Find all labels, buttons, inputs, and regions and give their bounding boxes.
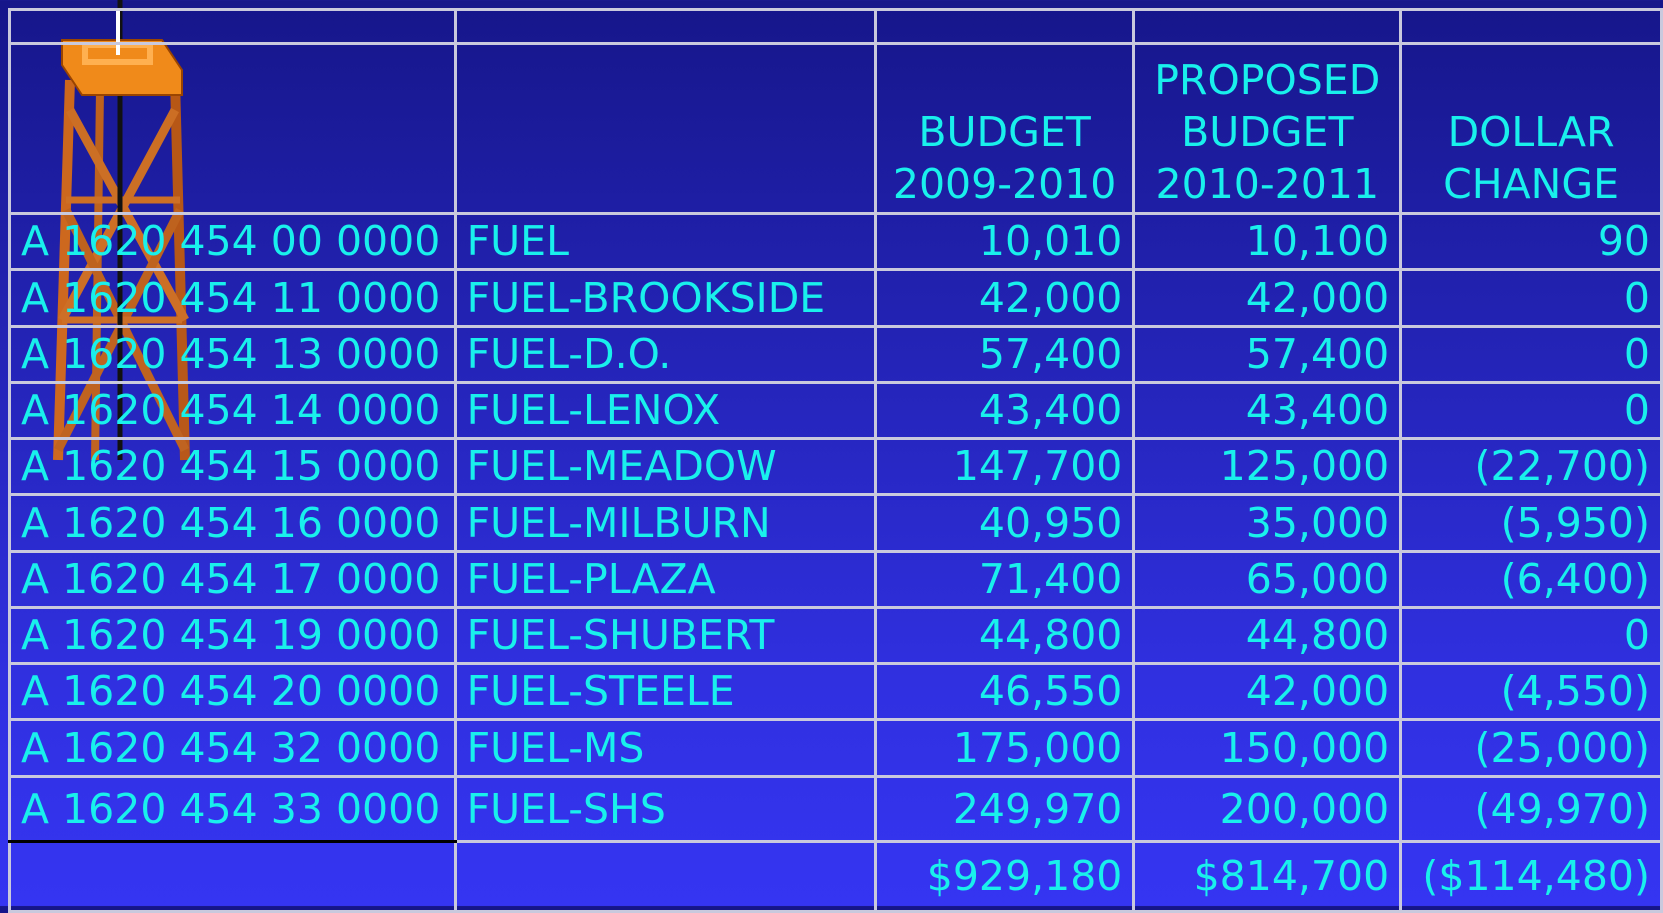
amount: (5,950) [1401, 495, 1662, 552]
amount: 125,000 [1134, 439, 1401, 495]
total-amount: $814,700 [1134, 842, 1401, 912]
amount: 10,100 [1134, 214, 1401, 270]
empty-cell [1401, 10, 1662, 44]
line-item: FUEL-BROOKSIDE [455, 270, 875, 327]
line-item: FUEL-SHS [455, 777, 875, 842]
empty-cell [10, 10, 456, 44]
empty-cell [875, 10, 1134, 44]
account-code: A 1620 454 00 0000 [10, 214, 456, 270]
amount: 0 [1401, 270, 1662, 327]
slide: {"table": { "header": [ {"lines": ["BUDG… [0, 0, 1663, 906]
amount: (22,700) [1401, 439, 1662, 495]
amount: 65,000 [1134, 552, 1401, 608]
account-code: A 1620 454 32 0000 [10, 720, 456, 777]
line-item: FUEL-STEELE [455, 664, 875, 720]
amount: 44,800 [1134, 608, 1401, 664]
account-code: A 1620 454 14 0000 [10, 383, 456, 439]
amount: 200,000 [1134, 777, 1401, 842]
amount: 175,000 [875, 720, 1134, 777]
header-line: 2010-2011 [1145, 158, 1389, 210]
amount: 35,000 [1134, 495, 1401, 552]
amount: (4,550) [1401, 664, 1662, 720]
amount: (6,400) [1401, 552, 1662, 608]
total-amount: $929,180 [875, 842, 1134, 912]
line-item: FUEL-MEADOW [455, 439, 875, 495]
header-line: 2009-2010 [887, 158, 1123, 210]
amount: 0 [1401, 608, 1662, 664]
amount: 42,000 [1134, 664, 1401, 720]
empty-cell [455, 10, 875, 44]
amount: 0 [1401, 327, 1662, 383]
header-line: DOLLAR [1412, 106, 1650, 158]
empty-cell [455, 842, 875, 912]
header-line: CHANGE [1412, 158, 1650, 210]
account-code: A 1620 454 20 0000 [10, 664, 456, 720]
account-code: A 1620 454 15 0000 [10, 439, 456, 495]
line-item: FUEL-PLAZA [455, 552, 875, 608]
amount: 147,700 [875, 439, 1134, 495]
empty-cell [1134, 10, 1401, 44]
totals-row: $929,180$814,700($114,480) [10, 842, 1662, 912]
header-line: PROPOSED [1145, 54, 1389, 106]
account-code: A 1620 454 17 0000 [10, 552, 456, 608]
amount: 42,000 [1134, 270, 1401, 327]
account-code: A 1620 454 13 0000 [10, 327, 456, 383]
spacer-row [10, 10, 1662, 44]
amount: 57,400 [1134, 327, 1401, 383]
amount: 10,010 [875, 214, 1134, 270]
amount: 46,550 [875, 664, 1134, 720]
line-item: FUEL [455, 214, 875, 270]
header-line: BUDGET [887, 106, 1123, 158]
amount: 71,400 [875, 552, 1134, 608]
line-item: FUEL-LENOX [455, 383, 875, 439]
amount: 57,400 [875, 327, 1134, 383]
line-item: FUEL-MILBURN [455, 495, 875, 552]
amount: 90 [1401, 214, 1662, 270]
amount: 44,800 [875, 608, 1134, 664]
amount: 43,400 [875, 383, 1134, 439]
amount: (49,970) [1401, 777, 1662, 842]
line-item: FUEL-D.O. [455, 327, 875, 383]
amount: (25,000) [1401, 720, 1662, 777]
empty-cell [455, 44, 875, 214]
empty-cell [10, 44, 456, 214]
amount: 42,000 [875, 270, 1134, 327]
header-line: BUDGET [1145, 106, 1389, 158]
account-code: A 1620 454 33 0000 [10, 777, 456, 842]
amount: 0 [1401, 383, 1662, 439]
account-code: A 1620 454 16 0000 [10, 495, 456, 552]
total-amount: ($114,480) [1401, 842, 1662, 912]
amount: 150,000 [1134, 720, 1401, 777]
account-code: A 1620 454 19 0000 [10, 608, 456, 664]
amount: 249,970 [875, 777, 1134, 842]
line-item: FUEL-MS [455, 720, 875, 777]
amount: 43,400 [1134, 383, 1401, 439]
amount: 40,950 [875, 495, 1134, 552]
line-item: FUEL-SHUBERT [455, 608, 875, 664]
account-code: A 1620 454 11 0000 [10, 270, 456, 327]
empty-cell [10, 842, 456, 912]
